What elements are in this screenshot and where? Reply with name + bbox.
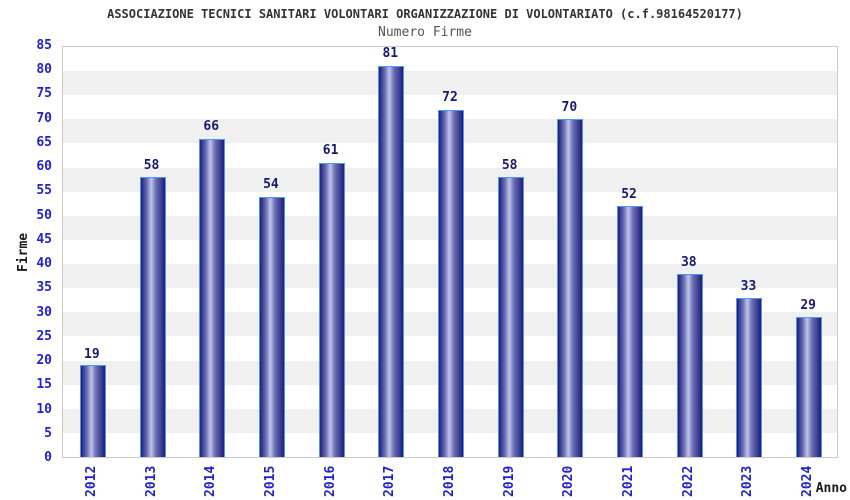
y-tick-label: 5 bbox=[44, 425, 52, 441]
bar bbox=[79, 365, 106, 457]
y-tick-label: 75 bbox=[36, 86, 52, 102]
x-tick-label: 2021 bbox=[621, 465, 637, 497]
bar-value-label: 19 bbox=[84, 346, 100, 362]
x-tick-label: 2020 bbox=[561, 465, 577, 497]
x-tick-label: 2014 bbox=[203, 465, 219, 497]
y-tick-label: 85 bbox=[36, 38, 52, 53]
y-tick-label: 80 bbox=[36, 62, 52, 78]
y-tick-label: 70 bbox=[36, 110, 52, 126]
x-tick-label: 2022 bbox=[680, 465, 696, 497]
bar bbox=[676, 273, 703, 457]
bar bbox=[199, 138, 226, 457]
y-tick-label: 30 bbox=[36, 304, 52, 320]
x-tick-label: 2015 bbox=[262, 465, 278, 497]
x-tick-label: 2017 bbox=[382, 465, 398, 497]
bar-value-label: 61 bbox=[322, 143, 339, 159]
x-tick-label: 2024 bbox=[800, 465, 816, 497]
y-tick-label: 0 bbox=[44, 450, 52, 465]
bar-value-label: 70 bbox=[561, 99, 578, 115]
y-tick-label: 10 bbox=[36, 401, 52, 417]
bar-value-label: 29 bbox=[800, 298, 816, 314]
bar-value-label: 52 bbox=[621, 186, 637, 202]
y-tick-label: 60 bbox=[36, 159, 52, 175]
y-tick-label: 65 bbox=[36, 134, 52, 150]
x-tick-label: 2018 bbox=[442, 465, 457, 497]
grid-band bbox=[63, 71, 837, 96]
x-tick-label: 2019 bbox=[501, 465, 517, 497]
bar-value-label: 72 bbox=[442, 90, 458, 105]
bar-value-label: 66 bbox=[203, 119, 220, 135]
bar-value-label: 38 bbox=[680, 254, 697, 270]
bar bbox=[557, 119, 584, 457]
x-tick-label: 2013 bbox=[143, 465, 159, 497]
y-tick-label: 55 bbox=[36, 183, 52, 199]
bar bbox=[796, 317, 823, 457]
chart-title: ASSOCIAZIONE TECNICI SANITARI VOLONTARI … bbox=[107, 7, 743, 21]
bar-value-label: 54 bbox=[263, 177, 279, 193]
x-tick-label: 2016 bbox=[322, 465, 338, 497]
x-tick-label: 2012 bbox=[83, 465, 99, 497]
y-tick-label: 45 bbox=[36, 231, 52, 247]
y-tick-label: 50 bbox=[36, 207, 52, 223]
bar bbox=[736, 297, 763, 457]
y-tick-label: 40 bbox=[36, 256, 52, 272]
bar bbox=[139, 177, 166, 457]
x-axis-title: Anno bbox=[815, 481, 847, 496]
bar-value-label: 58 bbox=[501, 157, 518, 173]
bar bbox=[497, 177, 524, 457]
plot-area bbox=[62, 46, 838, 458]
bar bbox=[318, 162, 345, 457]
bar bbox=[258, 196, 285, 457]
grid-band bbox=[63, 47, 837, 72]
y-tick-label: 35 bbox=[36, 280, 52, 296]
bar-value-label: 58 bbox=[143, 157, 160, 173]
y-tick-label: 20 bbox=[36, 353, 52, 369]
y-tick-label: 15 bbox=[36, 377, 52, 393]
x-tick-label: 2023 bbox=[740, 465, 756, 497]
bar bbox=[617, 206, 644, 457]
bar-value-label: 81 bbox=[382, 46, 399, 62]
bar bbox=[378, 66, 405, 457]
bar-value-label: 33 bbox=[740, 279, 757, 295]
chart-subtitle: Numero Firme bbox=[378, 25, 472, 40]
bar bbox=[438, 109, 464, 457]
y-tick-label: 25 bbox=[36, 328, 52, 344]
